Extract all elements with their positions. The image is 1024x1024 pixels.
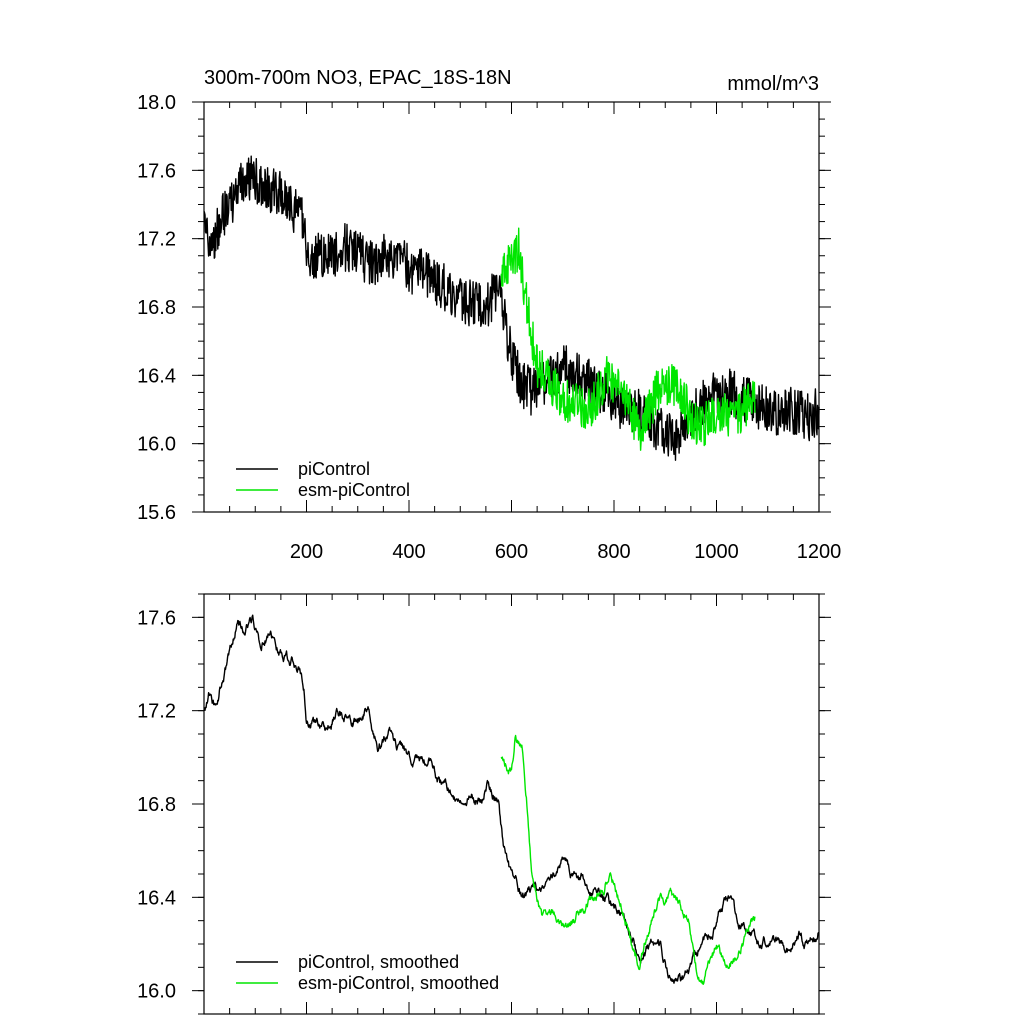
top-series-layer	[203, 155, 820, 461]
y-tick-label: 17.6	[137, 160, 176, 182]
x-tick-label: 400	[392, 541, 425, 563]
top-ticks-layer: 200 400 600 800 1000 1200 15.6 16.0 16.4 16.8 17.2…	[137, 92, 841, 563]
x-tick-label: 800	[597, 541, 630, 563]
y-tick-label: 16.8	[137, 297, 176, 319]
y-tick-label: 16.4	[137, 887, 176, 909]
y-tick-label: 18.0	[137, 92, 176, 114]
y-tick-label: 17.6	[137, 607, 176, 629]
x-tick-label: 200	[290, 541, 323, 563]
legend-label-picontrol-smoothed: piControl, smoothed	[298, 952, 459, 972]
y-tick-label: 17.2	[137, 229, 176, 251]
top-panel: 300m-700m NO3, EPAC_18S-18N mmol/m^3 200…	[137, 67, 841, 563]
legend-label-esm-picontrol: esm-piControl	[298, 480, 410, 500]
series-line-esm-picontrol	[500, 227, 756, 451]
top-plot-frame	[203, 101, 820, 513]
top-legend: piControl esm-piControl	[236, 459, 410, 500]
bottom-panel: 16.0 16.4 16.8 17.2 17.6 piControl, smoothed…	[137, 593, 831, 1015]
top-chart-units: mmol/m^3	[727, 73, 819, 95]
x-tick-label: 1200	[797, 541, 842, 563]
series-line-picontrol-smoothed	[203, 614, 820, 984]
series-line-picontrol	[203, 155, 820, 461]
y-tick-label: 16.0	[137, 981, 176, 1003]
bottom-plot-frame	[203, 593, 820, 1015]
y-tick-label: 17.2	[137, 701, 176, 723]
y-tick-label: 16.0	[137, 434, 176, 456]
x-tick-label: 600	[495, 541, 528, 563]
bottom-series-layer	[203, 614, 820, 985]
top-chart-title: 300m-700m NO3, EPAC_18S-18N	[204, 67, 512, 89]
y-tick-label: 16.8	[137, 794, 176, 816]
bottom-legend: piControl, smoothed esm-piControl, smoot…	[236, 952, 499, 993]
legend-label-esm-picontrol-smoothed: esm-piControl, smoothed	[298, 973, 499, 993]
legend-label-picontrol: piControl	[298, 459, 370, 479]
y-tick-label: 15.6	[137, 502, 176, 524]
x-tick-label: 1000	[694, 541, 739, 563]
y-tick-label: 16.4	[137, 365, 176, 387]
bottom-ticks-layer: 16.0 16.4 16.8 17.2 17.6	[137, 593, 831, 1015]
series-line-esm-picontrol-smoothed	[500, 734, 756, 985]
